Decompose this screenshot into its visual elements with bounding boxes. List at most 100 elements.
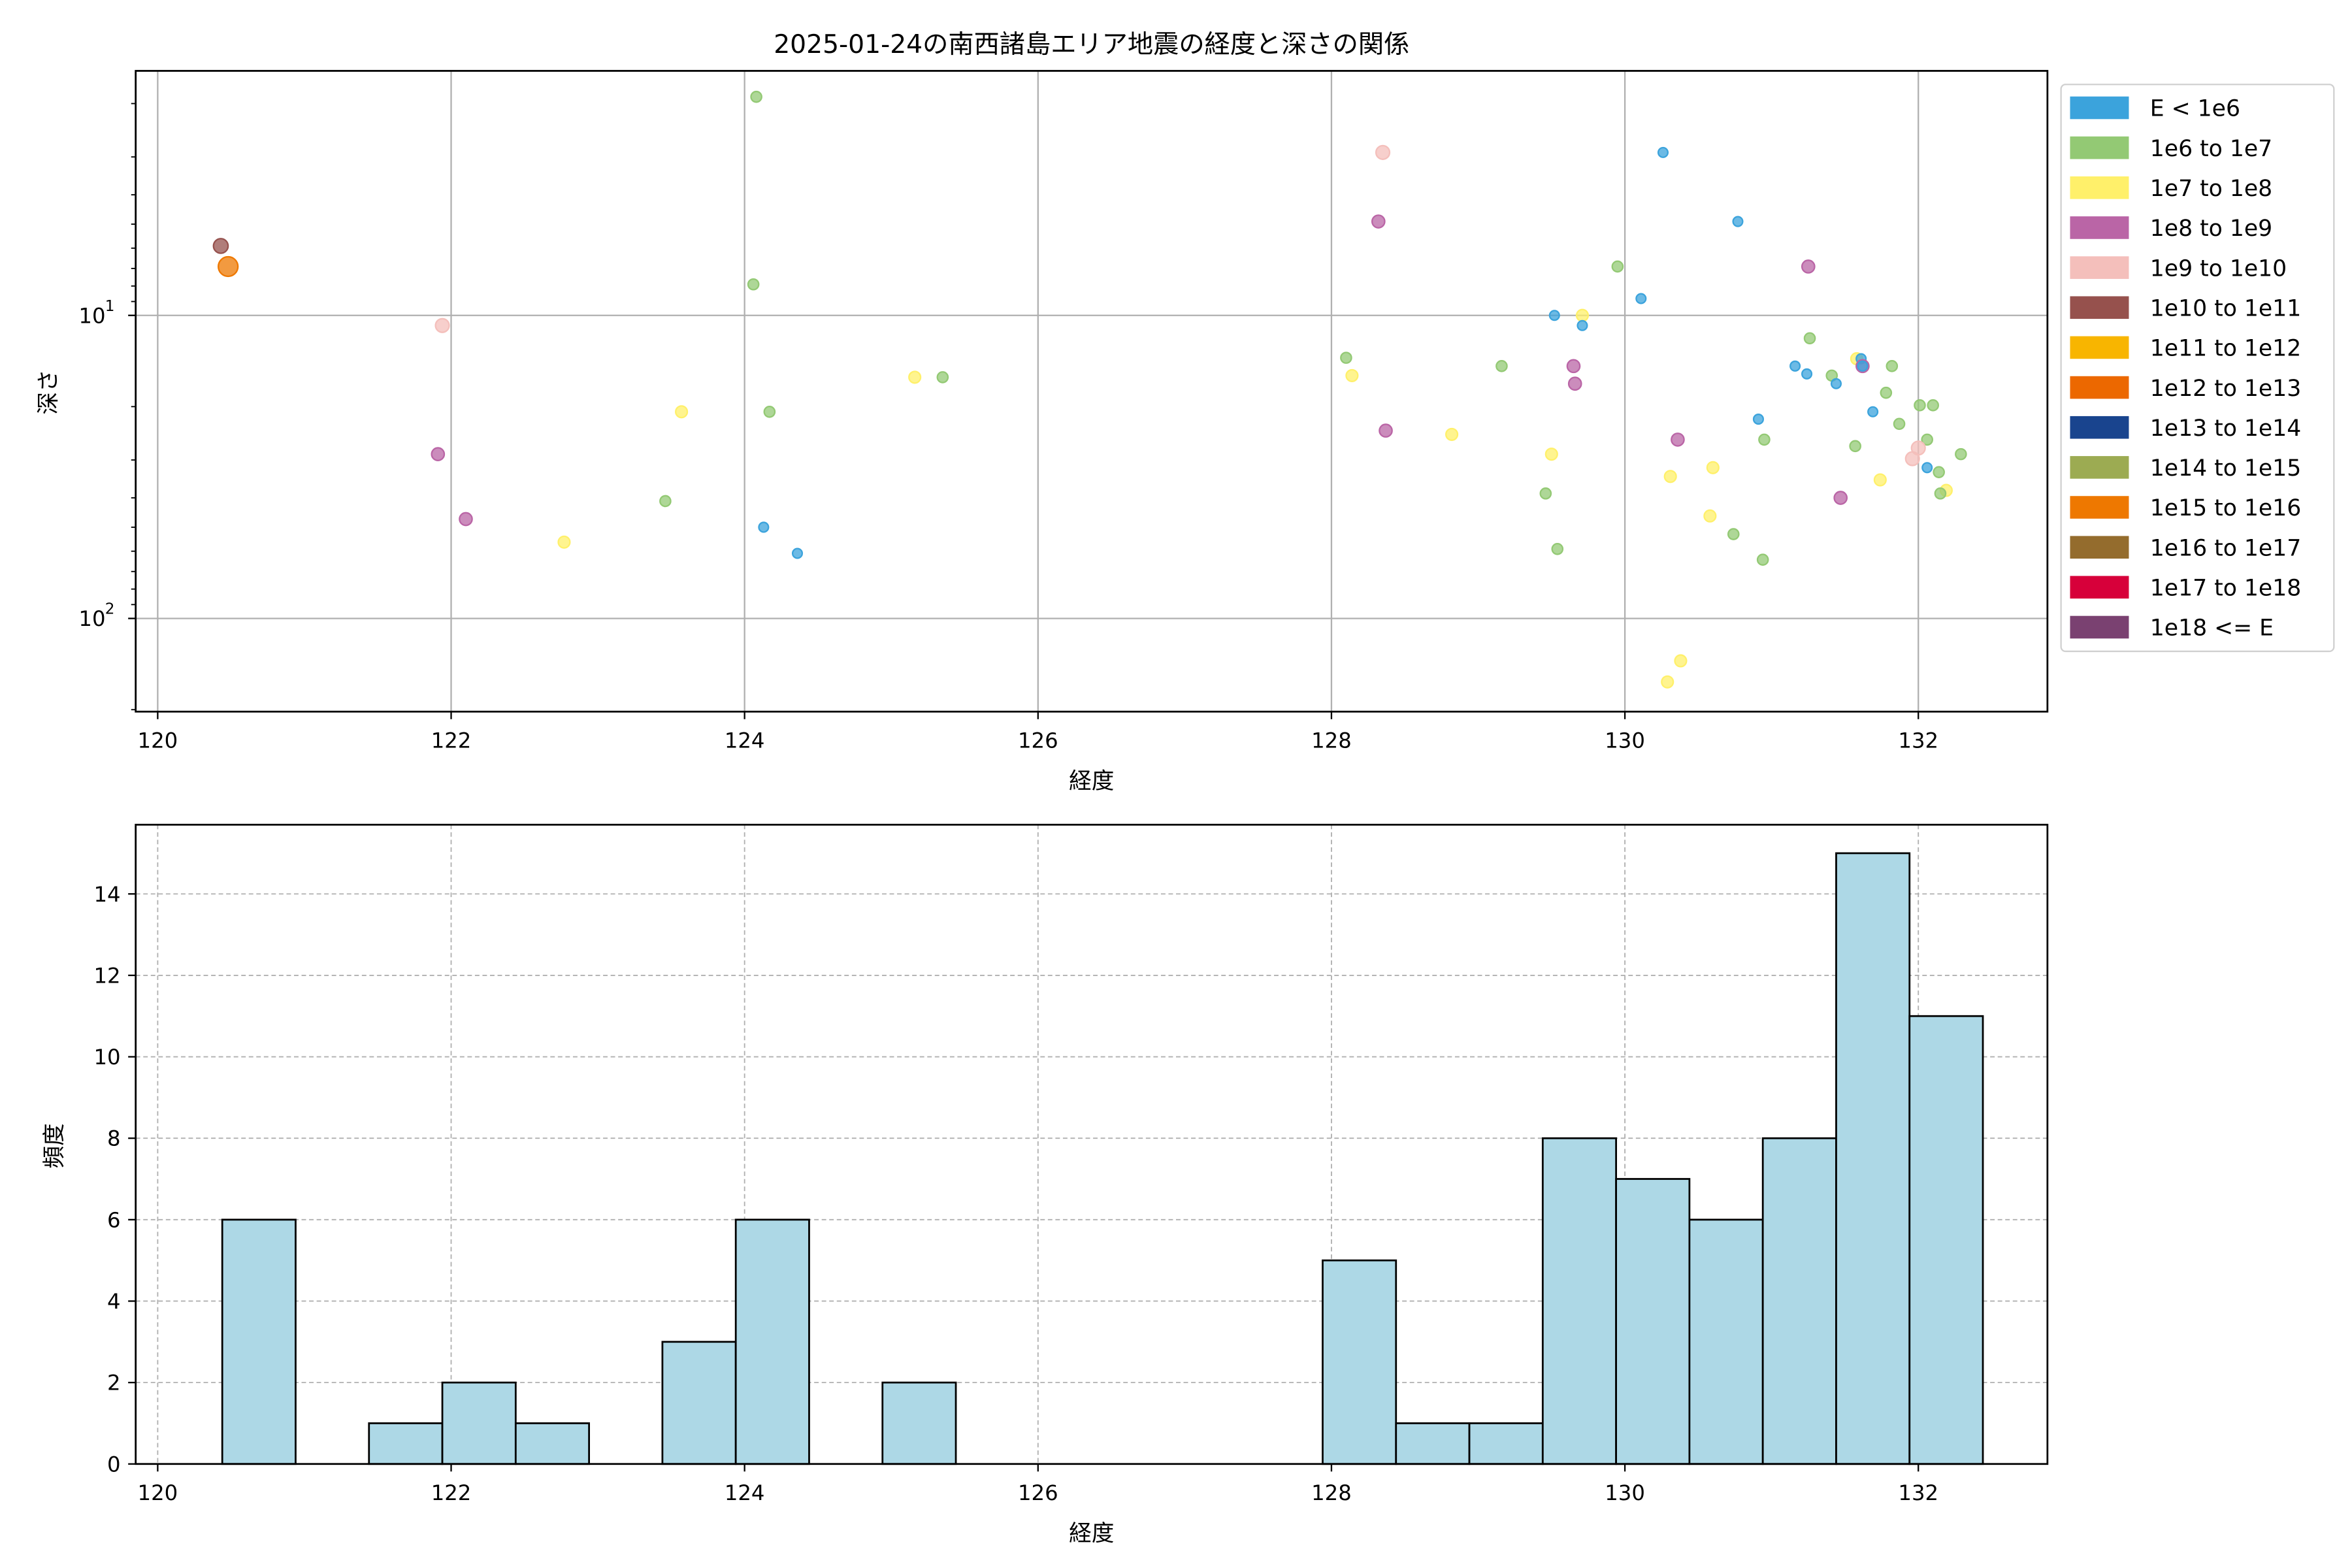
scatter-grid bbox=[135, 71, 2048, 712]
data-point bbox=[1880, 386, 1893, 399]
legend-swatch bbox=[2070, 456, 2129, 479]
legend-label: 1e13 to 1e14 bbox=[2150, 416, 2301, 442]
histogram-bar bbox=[441, 1381, 517, 1465]
legend-label: 1e8 to 1e9 bbox=[2150, 216, 2272, 242]
data-point bbox=[1921, 433, 1933, 446]
legend-label: 1e18 <= E bbox=[2150, 615, 2274, 642]
legend-swatch bbox=[2070, 536, 2129, 559]
data-point bbox=[1789, 360, 1801, 372]
y-tick-exponent: 2 bbox=[105, 601, 115, 618]
legend: E < 1e6 1e6 to 1e7 1e7 to 1e8 1e8 to 1e9 1e9… bbox=[2060, 84, 2335, 653]
legend-swatch bbox=[2070, 376, 2129, 399]
data-point bbox=[1886, 360, 1899, 372]
data-point bbox=[1732, 216, 1744, 227]
data-point bbox=[791, 547, 804, 559]
legend-label: 1e11 to 1e12 bbox=[2150, 336, 2301, 362]
histogram-bar bbox=[514, 1422, 590, 1465]
data-point bbox=[1955, 448, 1967, 461]
data-point bbox=[1663, 470, 1677, 483]
histogram-bar bbox=[1395, 1422, 1471, 1465]
data-point bbox=[1703, 509, 1717, 523]
x-tick-label: 124 bbox=[725, 728, 765, 753]
data-point bbox=[1867, 406, 1879, 417]
data-point bbox=[1567, 376, 1582, 391]
data-point bbox=[1445, 427, 1459, 441]
legend-swatch bbox=[2070, 576, 2129, 599]
data-point bbox=[1893, 417, 1906, 431]
histogram-bar bbox=[1688, 1218, 1764, 1465]
legend-label: 1e14 to 1e15 bbox=[2150, 455, 2301, 482]
histogram-bars bbox=[221, 852, 1984, 1465]
data-point bbox=[1375, 144, 1391, 160]
x-tick-label: 120 bbox=[138, 728, 178, 753]
data-point bbox=[1849, 440, 1861, 453]
data-point bbox=[675, 405, 689, 419]
legend-label: 1e6 to 1e7 bbox=[2150, 136, 2272, 162]
histogram-bar bbox=[734, 1218, 810, 1465]
histogram-bar bbox=[661, 1341, 737, 1465]
x-tick-label: 128 bbox=[1311, 728, 1352, 753]
data-point bbox=[1371, 214, 1386, 229]
data-point bbox=[1830, 378, 1842, 389]
y-tick-label: 10 bbox=[78, 606, 105, 631]
data-point bbox=[659, 495, 672, 508]
legend-label: 1e9 to 1e10 bbox=[2150, 255, 2287, 282]
histogram-bar bbox=[221, 1218, 297, 1465]
x-tick-label: 132 bbox=[1898, 1480, 1938, 1505]
scatter-x-label: 経度 bbox=[1069, 768, 1114, 794]
data-point bbox=[1801, 259, 1816, 274]
scatter-points bbox=[212, 90, 1967, 689]
legend-label: 1e10 to 1e11 bbox=[2150, 295, 2301, 321]
data-point bbox=[557, 535, 571, 549]
data-point bbox=[1921, 462, 1933, 474]
x-tick-label: 122 bbox=[431, 1480, 472, 1505]
data-point bbox=[1674, 654, 1688, 668]
histogram-axes-frame bbox=[135, 823, 2049, 1465]
y-tick-exponent: 1 bbox=[105, 298, 115, 315]
scatter-x-ticks: 120 122 124 126 128 130 132 bbox=[138, 711, 1938, 753]
y-tick-label: 2 bbox=[107, 1371, 121, 1396]
x-tick-label: 128 bbox=[1311, 1480, 1352, 1505]
legend-swatch bbox=[2070, 256, 2129, 279]
x-tick-label: 120 bbox=[138, 1480, 178, 1505]
histogram-bar bbox=[368, 1422, 444, 1465]
legend-label: 1e17 to 1e18 bbox=[2150, 576, 2301, 602]
y-tick-label: 10 bbox=[78, 303, 105, 328]
legend-label: 1e7 to 1e8 bbox=[2150, 176, 2272, 202]
data-point bbox=[1379, 423, 1393, 438]
data-point bbox=[1801, 368, 1813, 380]
x-tick-label: 130 bbox=[1605, 728, 1645, 753]
legend-label: 1e15 to 1e16 bbox=[2150, 495, 2301, 521]
legend-label: E < 1e6 bbox=[2150, 96, 2240, 122]
y-tick-label: 4 bbox=[107, 1289, 121, 1314]
data-point bbox=[459, 512, 473, 527]
data-point bbox=[1551, 543, 1564, 555]
data-point bbox=[1833, 491, 1848, 505]
data-point bbox=[1661, 675, 1674, 689]
data-point bbox=[1904, 451, 1920, 466]
data-point bbox=[1803, 332, 1816, 345]
histogram-bar bbox=[1322, 1259, 1397, 1465]
legend-swatch bbox=[2070, 176, 2129, 199]
data-point bbox=[1635, 293, 1647, 304]
x-tick-label: 126 bbox=[1018, 728, 1058, 753]
data-point bbox=[750, 90, 762, 103]
data-point bbox=[1657, 146, 1669, 158]
histogram-x-ticks: 120 122 124 126 128 130 132 bbox=[138, 1463, 1938, 1505]
data-point bbox=[1727, 528, 1740, 540]
legend-swatch bbox=[2070, 615, 2129, 639]
data-point bbox=[1611, 260, 1624, 273]
legend-swatch bbox=[2070, 136, 2129, 159]
histogram-bar bbox=[881, 1381, 957, 1465]
data-point bbox=[908, 370, 922, 384]
legend-swatch bbox=[2070, 96, 2129, 120]
y-tick-label: 0 bbox=[107, 1452, 121, 1477]
data-point bbox=[1345, 368, 1359, 382]
histogram-bar bbox=[1835, 852, 1911, 1465]
legend-label: 1e16 to 1e17 bbox=[2150, 535, 2301, 561]
data-point bbox=[1544, 448, 1558, 461]
scatter-y-label: 深さ bbox=[35, 369, 61, 414]
histogram-y-ticks: 0 2 4 6 8 10 12 14 bbox=[94, 882, 136, 1477]
data-point bbox=[1539, 487, 1552, 500]
